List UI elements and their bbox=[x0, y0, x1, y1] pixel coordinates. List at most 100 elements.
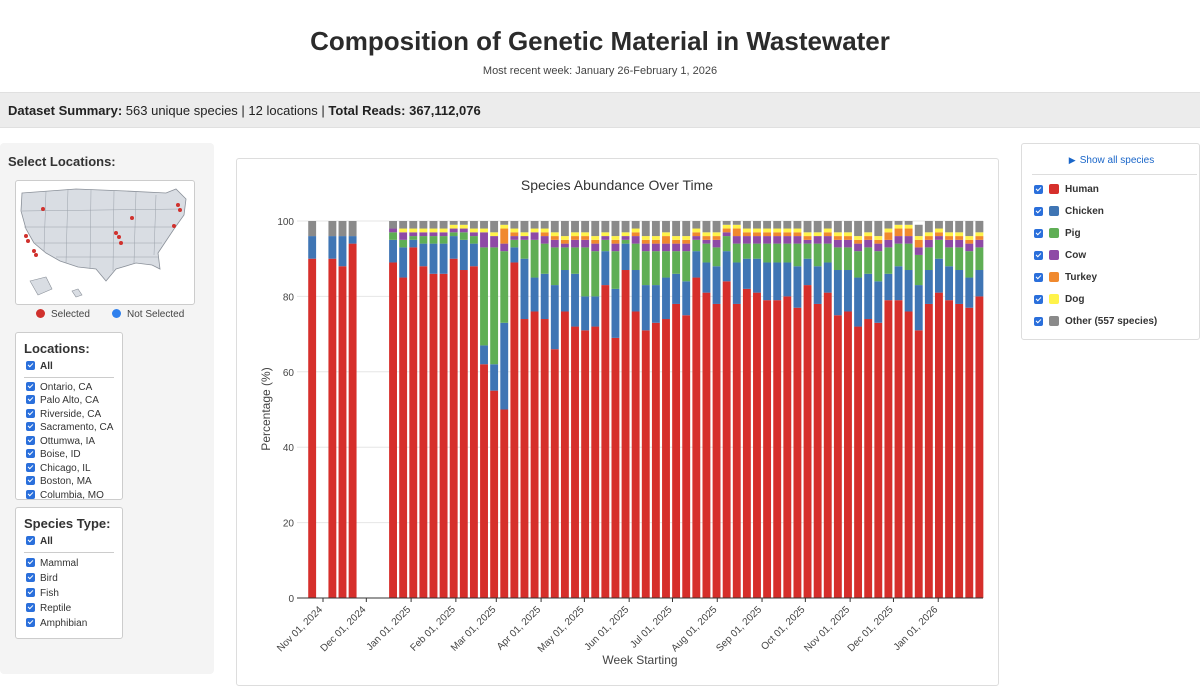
bar-segment[interactable] bbox=[601, 221, 610, 233]
bar-segment[interactable] bbox=[864, 239, 873, 248]
bar-segment[interactable] bbox=[490, 236, 499, 248]
bar-segment[interactable] bbox=[894, 266, 903, 301]
bar-segment[interactable] bbox=[732, 228, 741, 237]
bar-segment[interactable] bbox=[844, 247, 852, 271]
location-checkbox[interactable]: Palo Alto, CA bbox=[16, 394, 122, 408]
bar-segment[interactable] bbox=[975, 236, 984, 240]
bar-segment[interactable] bbox=[348, 221, 357, 237]
bar-segment[interactable] bbox=[651, 236, 660, 240]
bar-segment[interactable] bbox=[844, 311, 852, 598]
bar-segment[interactable] bbox=[924, 232, 933, 237]
bar-segment[interactable] bbox=[884, 247, 893, 274]
bar-segment[interactable] bbox=[530, 311, 539, 598]
bar-segment[interactable] bbox=[722, 236, 731, 252]
species-type-checkbox[interactable]: Amphibian bbox=[16, 616, 122, 631]
bar-segment[interactable] bbox=[823, 292, 832, 598]
bar-segment[interactable] bbox=[844, 236, 852, 240]
bar-segment[interactable] bbox=[459, 239, 468, 271]
bar-segment[interactable] bbox=[894, 243, 903, 267]
bar-segment[interactable] bbox=[753, 292, 761, 598]
bar-segment[interactable] bbox=[581, 236, 590, 240]
bar-segment[interactable] bbox=[874, 221, 883, 237]
bar-segment[interactable] bbox=[419, 243, 428, 267]
bar-segment[interactable] bbox=[631, 311, 640, 598]
bar-segment[interactable] bbox=[975, 270, 984, 297]
bar-segment[interactable] bbox=[682, 239, 691, 244]
bar-segment[interactable] bbox=[621, 236, 630, 240]
bar-segment[interactable] bbox=[722, 221, 731, 225]
species-all-checkbox[interactable]: All bbox=[16, 535, 122, 549]
bar-segment[interactable] bbox=[480, 221, 488, 229]
bar-segment[interactable] bbox=[955, 221, 964, 233]
legend-item[interactable]: Pig bbox=[1034, 222, 1157, 244]
bar-segment[interactable] bbox=[500, 243, 509, 252]
bar-segment[interactable] bbox=[813, 232, 822, 237]
bar-segment[interactable] bbox=[651, 221, 660, 237]
bar-segment[interactable] bbox=[854, 243, 863, 252]
bar-segment[interactable] bbox=[530, 228, 539, 233]
bar-segment[interactable] bbox=[469, 221, 478, 229]
bar-segment[interactable] bbox=[844, 232, 852, 237]
bar-segment[interactable] bbox=[874, 243, 883, 252]
bar-segment[interactable] bbox=[662, 243, 670, 252]
bar-segment[interactable] bbox=[854, 277, 863, 327]
bar-segment[interactable] bbox=[924, 239, 933, 248]
bar-segment[interactable] bbox=[914, 224, 923, 237]
bar-segment[interactable] bbox=[722, 251, 731, 282]
bar-segment[interactable] bbox=[510, 232, 519, 237]
bar-segment[interactable] bbox=[793, 221, 802, 229]
bar-segment[interactable] bbox=[399, 221, 408, 229]
bar-segment[interactable] bbox=[864, 232, 873, 237]
bar-segment[interactable] bbox=[945, 266, 954, 301]
bar-segment[interactable] bbox=[753, 232, 761, 237]
bar-segment[interactable] bbox=[338, 221, 347, 237]
bar-segment[interactable] bbox=[742, 258, 751, 289]
legend-item[interactable]: Turkey bbox=[1034, 266, 1157, 288]
bar-segment[interactable] bbox=[854, 239, 863, 244]
bar-segment[interactable] bbox=[924, 270, 933, 304]
bar-segment[interactable] bbox=[540, 273, 549, 320]
bar-segment[interactable] bbox=[399, 232, 408, 240]
bar-segment[interactable] bbox=[833, 247, 842, 271]
bar-segment[interactable] bbox=[783, 232, 792, 237]
bar-segment[interactable] bbox=[844, 270, 852, 312]
bar-segment[interactable] bbox=[773, 221, 782, 229]
bar-segment[interactable] bbox=[540, 221, 549, 229]
bar-segment[interactable] bbox=[955, 303, 964, 598]
bar-segment[interactable] bbox=[965, 251, 974, 278]
bar-segment[interactable] bbox=[631, 232, 640, 237]
bar-segment[interactable] bbox=[651, 239, 660, 244]
bar-segment[interactable] bbox=[904, 228, 913, 237]
bar-segment[interactable] bbox=[409, 232, 418, 237]
bar-segment[interactable] bbox=[328, 221, 337, 237]
bar-segment[interactable] bbox=[449, 258, 458, 598]
bar-segment[interactable] bbox=[783, 262, 792, 297]
bar-segment[interactable] bbox=[773, 262, 782, 301]
bar-segment[interactable] bbox=[631, 221, 640, 229]
location-checkbox[interactable]: Columbia, MO bbox=[16, 489, 122, 499]
bar-segment[interactable] bbox=[904, 270, 913, 312]
bar-segment[interactable] bbox=[894, 221, 903, 225]
bar-segment[interactable] bbox=[884, 239, 893, 248]
bar-segment[interactable] bbox=[662, 232, 670, 237]
bar-segment[interactable] bbox=[308, 258, 317, 598]
bar-segment[interactable] bbox=[692, 232, 701, 237]
bar-segment[interactable] bbox=[924, 236, 933, 240]
location-checkbox[interactable]: Sacramento, CA bbox=[16, 421, 122, 435]
location-checkbox[interactable]: Ontario, CA bbox=[16, 381, 122, 395]
location-checkbox[interactable]: Chicago, IL bbox=[16, 462, 122, 476]
bar-segment[interactable] bbox=[793, 236, 802, 244]
bar-segment[interactable] bbox=[975, 221, 984, 233]
bar-segment[interactable] bbox=[742, 236, 751, 244]
bar-segment[interactable] bbox=[651, 243, 660, 252]
bar-segment[interactable] bbox=[490, 221, 499, 233]
bar-segment[interactable] bbox=[672, 221, 681, 237]
bar-segment[interactable] bbox=[965, 243, 974, 252]
bar-segment[interactable] bbox=[500, 251, 509, 323]
bar-segment[interactable] bbox=[965, 277, 974, 308]
bar-segment[interactable] bbox=[611, 288, 620, 338]
bar-segment[interactable] bbox=[641, 221, 650, 237]
bar-segment[interactable] bbox=[965, 239, 974, 244]
bar-segment[interactable] bbox=[459, 232, 468, 240]
bar-segment[interactable] bbox=[894, 224, 903, 229]
